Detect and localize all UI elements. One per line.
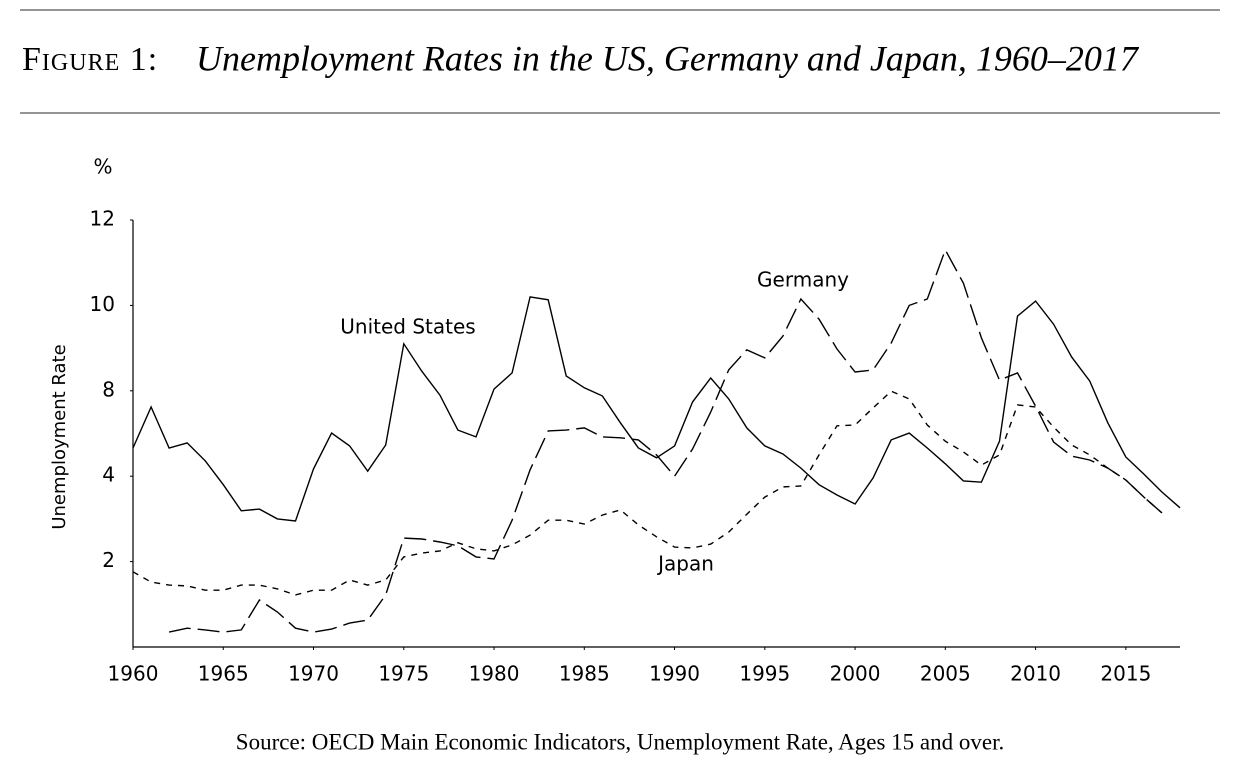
x-tick-label: 2000: [830, 662, 881, 686]
x-tick-label: 2010: [1010, 662, 1061, 686]
x-tick-label: 1990: [649, 662, 700, 686]
series-line: [168, 248, 1163, 633]
series-line: [132, 296, 1181, 522]
source-note: Source: OECD Main Economic Indicators, U…: [236, 729, 1004, 754]
series-label: Japan: [656, 552, 714, 576]
x-tick-label: 2015: [1100, 662, 1151, 686]
figure-label: Figure 1:: [22, 41, 158, 78]
x-tick-label: 1995: [739, 662, 790, 686]
x-tick-label: 2005: [920, 662, 971, 686]
y-tick-label: 10: [90, 292, 115, 316]
chart-title: Unemployment Rates in the US, Germany an…: [196, 38, 1140, 78]
x-tick-label: 1975: [378, 662, 429, 686]
y-tick-label: 4: [102, 463, 115, 487]
unit-label: %: [93, 155, 112, 179]
y-tick-label: 8: [102, 377, 115, 401]
y-tick-label: 12: [90, 207, 115, 231]
series-label: United States: [340, 315, 475, 339]
x-tick-label: 1970: [288, 662, 339, 686]
x-tick-label: 1985: [559, 662, 610, 686]
x-tick-label: 1965: [198, 662, 249, 686]
y-axis-label: Unemployment Rate: [49, 344, 70, 529]
series-line: [132, 390, 1163, 596]
y-tick-label: 2: [102, 548, 115, 572]
series-label: Germany: [757, 268, 849, 292]
x-tick-label: 1980: [469, 662, 520, 686]
x-tick-label: 1960: [108, 662, 159, 686]
